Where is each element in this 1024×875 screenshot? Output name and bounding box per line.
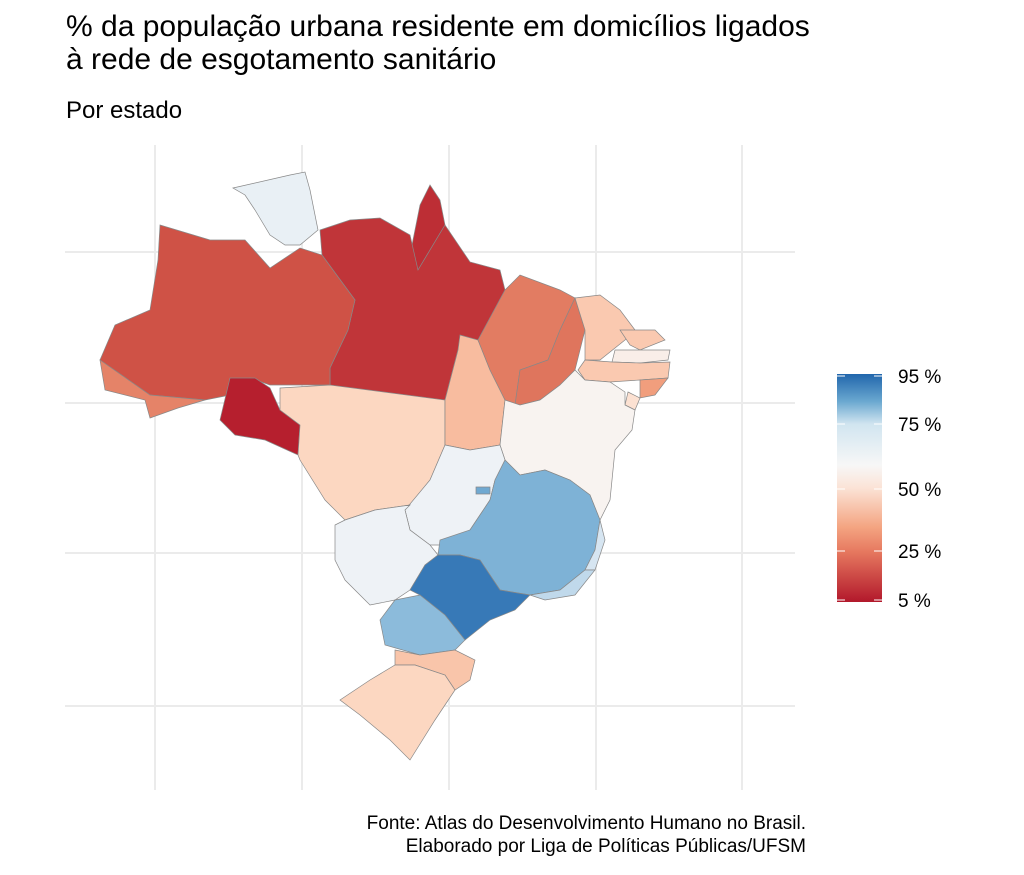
title-line-2: à rede de esgotamento sanitário bbox=[66, 43, 497, 76]
state-ac bbox=[99, 359, 206, 419]
legend-tick-label: 50 % bbox=[898, 480, 941, 501]
state-rr bbox=[232, 171, 319, 246]
legend-tick-label: 5 % bbox=[898, 591, 931, 612]
state-am bbox=[99, 224, 356, 401]
legend-tick-label: 25 % bbox=[898, 542, 941, 563]
state-sp bbox=[409, 554, 531, 641]
caption: Fonte: Atlas do Desenvolvimento Humano n… bbox=[367, 812, 806, 858]
state-pb bbox=[611, 349, 671, 364]
chart-subtitle: Por estado bbox=[66, 97, 183, 124]
legend-tick-label: 75 % bbox=[898, 415, 941, 436]
state-df bbox=[475, 486, 491, 495]
state-al bbox=[639, 377, 669, 399]
state-rs bbox=[339, 664, 456, 761]
state-rj bbox=[529, 569, 596, 601]
legend: 95 % 75 % 50 % 25 % 5 % bbox=[837, 367, 941, 612]
state-ce bbox=[574, 294, 636, 361]
title-line-1: % da população urbana residente em domic… bbox=[66, 10, 810, 43]
caption-source: Fonte: Atlas do Desenvolvimento Humano n… bbox=[366, 813, 806, 834]
states-layer bbox=[99, 171, 671, 761]
legend-tick-label: 95 % bbox=[898, 367, 941, 388]
caption-credit: Elaborado por Liga de Políticas Públicas… bbox=[405, 836, 806, 857]
chart-title: % da população urbana residente em domic… bbox=[66, 10, 810, 76]
legend-colorbar bbox=[837, 374, 882, 602]
state-rn bbox=[619, 329, 666, 351]
